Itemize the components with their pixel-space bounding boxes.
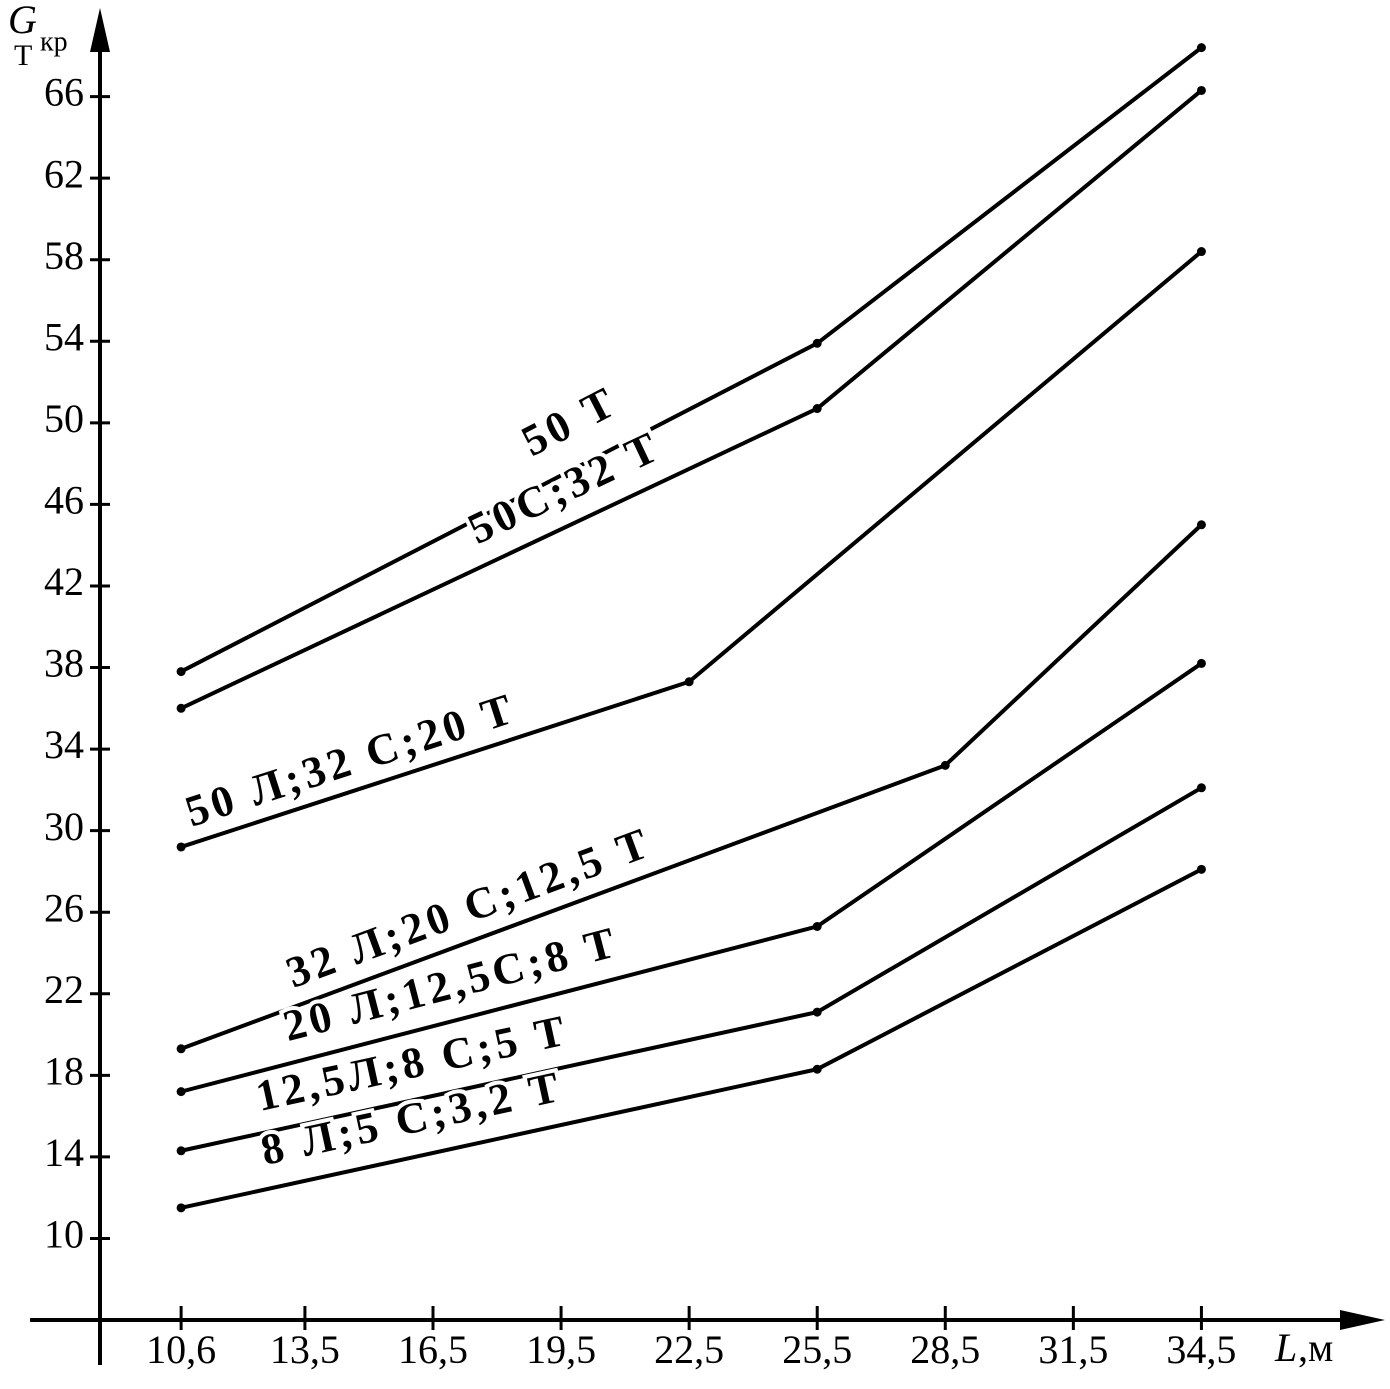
y-label-symbol: G <box>8 0 37 42</box>
y-tick-label: 50 <box>44 396 84 441</box>
vertex <box>1196 43 1206 53</box>
vertex <box>176 1146 186 1156</box>
vertex <box>812 338 822 348</box>
y-tick-label: 62 <box>44 151 84 196</box>
x-label-symbol: L <box>1274 1325 1297 1370</box>
x-tick-label: 34,5 <box>1166 1327 1236 1372</box>
vertex <box>940 760 950 770</box>
y-tick-label: 14 <box>44 1130 84 1175</box>
vertex <box>1196 783 1206 793</box>
vertex <box>176 1044 186 1054</box>
vertex <box>176 667 186 677</box>
y-tick-label: 10 <box>44 1212 84 1257</box>
y-axis-arrow <box>90 8 110 52</box>
y-tick-label: 66 <box>44 70 84 115</box>
y-tick-label: 26 <box>44 885 84 930</box>
x-label-unit: ,м <box>1298 1325 1333 1370</box>
y-label-sub: Т <box>14 39 32 72</box>
x-tick-label: 16,5 <box>398 1327 468 1372</box>
x-tick-label: 25,5 <box>782 1327 852 1372</box>
vertex <box>812 1064 822 1074</box>
vertex <box>812 1007 822 1017</box>
vertex <box>1196 864 1206 874</box>
vertex <box>684 677 694 687</box>
x-tick-label: 22,5 <box>654 1327 724 1372</box>
vertex <box>176 703 186 713</box>
x-tick-label: 13,5 <box>270 1327 340 1372</box>
x-tick-label: 28,5 <box>910 1327 980 1372</box>
series-line <box>180 46 1203 674</box>
series-line <box>180 88 1203 711</box>
vertex <box>1196 658 1206 668</box>
y-tick-label: 46 <box>44 478 84 523</box>
vertex <box>1196 85 1206 95</box>
x-tick-label: 31,5 <box>1038 1327 1108 1372</box>
vertex <box>1196 520 1206 530</box>
vertex <box>176 1087 186 1097</box>
series-label: 50 Л;32 С;20 Т <box>179 683 522 836</box>
vertex <box>1196 247 1206 257</box>
vertex <box>176 842 186 852</box>
y-tick-label: 30 <box>44 804 84 849</box>
y-tick-label: 34 <box>44 722 84 767</box>
y-tick-label: 38 <box>44 641 84 686</box>
x-tick-label: 10,6 <box>146 1327 216 1372</box>
y-tick-label: 22 <box>44 967 84 1012</box>
vertex <box>812 404 822 414</box>
y-tick-label: 54 <box>44 314 84 359</box>
y-tick-label: 18 <box>44 1048 84 1093</box>
y-tick-label: 42 <box>44 559 84 604</box>
y-label-sup: кр <box>40 26 68 57</box>
x-axis-arrow <box>1340 1310 1385 1330</box>
vertex <box>812 921 822 931</box>
vertex <box>176 1203 186 1213</box>
x-tick-label: 19,5 <box>526 1327 596 1372</box>
y-tick-label: 58 <box>44 233 84 278</box>
